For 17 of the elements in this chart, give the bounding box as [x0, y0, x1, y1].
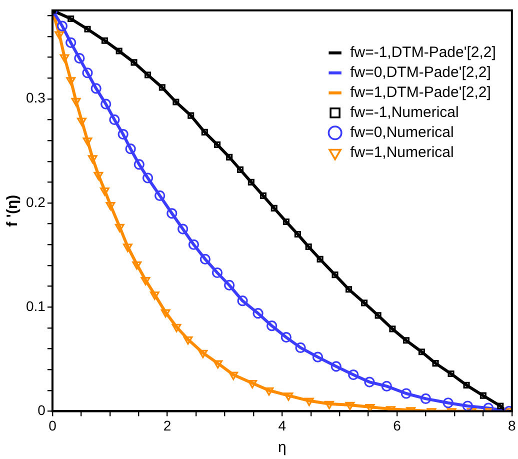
legend-label: fw=0,DTM-Pade'[2,2]: [350, 64, 491, 82]
legend-label: fw=0,Numerical: [350, 124, 454, 142]
x-axis-title: η: [278, 439, 286, 456]
y-tick-label: 0.1: [26, 298, 46, 314]
x-tick-label: 0: [48, 417, 57, 434]
legend-label: fw=1,Numerical: [350, 144, 454, 162]
legend-label: fw=-1,DTM-Pade'[2,2]: [350, 44, 496, 62]
legend-label: fw=1,DTM-Pade'[2,2]: [350, 84, 491, 102]
x-tick-label: 2: [163, 417, 172, 434]
x-tick-label: 8: [508, 417, 516, 434]
x-tick-label: 6: [393, 417, 402, 434]
y-axis-title: f '(η): [4, 194, 22, 227]
y-tick-label: 0.2: [26, 194, 46, 210]
x-tick-label: 4: [278, 417, 286, 434]
legend-label: fw=-1,Numerical: [350, 104, 459, 122]
y-tick-label: 0: [38, 402, 46, 418]
y-tick-label: 0.3: [26, 90, 46, 106]
